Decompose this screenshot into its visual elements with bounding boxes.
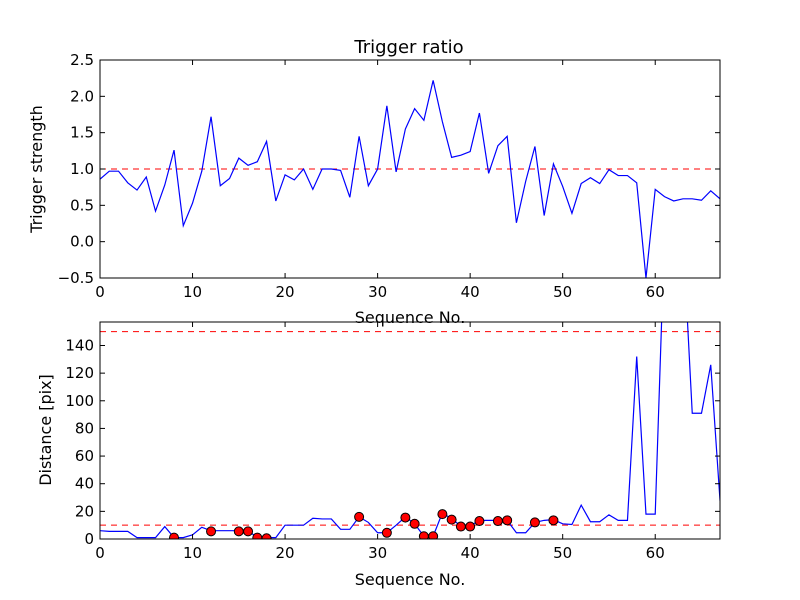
distance-marker-point	[261, 533, 272, 539]
distance-marker-point	[437, 509, 448, 520]
trigger-x-tick-label: 60	[646, 283, 665, 301]
trigger-y-tick-label: −0.5	[58, 269, 94, 287]
trigger-x-tick-label: 10	[183, 283, 202, 301]
distance-marker-point	[400, 512, 411, 523]
distance-marker-point	[409, 518, 420, 529]
trigger-x-tick-label: 20	[276, 283, 295, 301]
distance-x-tick-label: 30	[368, 544, 387, 562]
distance-marker-point	[455, 521, 466, 532]
trigger-y-tick-label: 2.5	[70, 51, 94, 69]
distance-marker-point	[492, 516, 503, 527]
distance-y-tick-label: 0	[84, 530, 94, 548]
distance-marker-point	[529, 517, 540, 528]
distance-x-tick-label: 40	[461, 544, 480, 562]
distance-x-tick-label: 20	[276, 544, 295, 562]
trigger-y-tick-label: 0.5	[70, 196, 94, 214]
distance-y-tick-label: 140	[65, 336, 94, 354]
distance-y-tick-label: 40	[75, 475, 94, 493]
distance-plot-area	[100, 322, 720, 539]
trigger-x-tick-label: 0	[95, 283, 105, 301]
distance-x-tick-label: 50	[553, 544, 572, 562]
distance-marker-point	[446, 514, 457, 525]
trigger-ticks: 0 10 20 30 40 50 60 −0.5 0.0 0.5 1.0 1.5 2.0 2.5	[58, 51, 720, 301]
distance-y-tick-label: 20	[75, 502, 94, 520]
distance-y-tick-label: 60	[75, 447, 94, 465]
distance-marker-point	[502, 515, 513, 526]
distance-y-tick-label: 100	[65, 392, 94, 410]
trigger-y-tick-label: 2.0	[70, 87, 94, 105]
distance-marker-point	[465, 521, 476, 532]
trigger-y-tick-label: 0.0	[70, 233, 94, 251]
distance-marker-point	[354, 511, 365, 522]
distance-y-tick-label: 120	[65, 364, 94, 382]
distance-y-axis-label: Distance [pix]	[36, 374, 55, 486]
distance-marker-point	[428, 531, 439, 539]
trigger-x-axis-label: Sequence No.	[355, 308, 466, 327]
distance-y-tick-label: 80	[75, 419, 94, 437]
distance-x-tick-label: 10	[183, 544, 202, 562]
distance-axes-frame	[99, 321, 721, 540]
trigger-y-tick-label: 1.5	[70, 124, 94, 142]
distance-chart: 0 10 20 30 40 50 60 0 20 40 60 80 100 120 140 Sequence…	[36, 321, 721, 589]
trigger-plot-area	[100, 80, 720, 278]
distance-marker-point	[548, 515, 559, 526]
distance-marker-point	[243, 526, 254, 537]
distance-marker-point	[474, 516, 485, 527]
distance-marker-point	[169, 532, 180, 539]
trigger-y-tick-label: 1.0	[70, 160, 94, 178]
trigger-x-tick-label: 40	[461, 283, 480, 301]
chart-title: Trigger ratio	[353, 37, 463, 58]
distance-marker-point	[233, 526, 244, 537]
distance-marker-point	[381, 527, 392, 538]
distance-x-axis-label: Sequence No.	[355, 570, 466, 589]
distance-marker-point	[206, 526, 217, 537]
trigger-x-tick-label: 50	[553, 283, 572, 301]
distance-x-tick-label: 60	[646, 544, 665, 562]
distance-x-tick-label: 0	[95, 544, 105, 562]
trigger-y-axis-label: Trigger strength	[27, 105, 46, 234]
trigger-series-line	[100, 80, 720, 278]
trigger-x-tick-label: 30	[368, 283, 387, 301]
distance-ticks: 0 10 20 30 40 50 60 0 20 40 60 80 100 120 140	[65, 322, 720, 562]
